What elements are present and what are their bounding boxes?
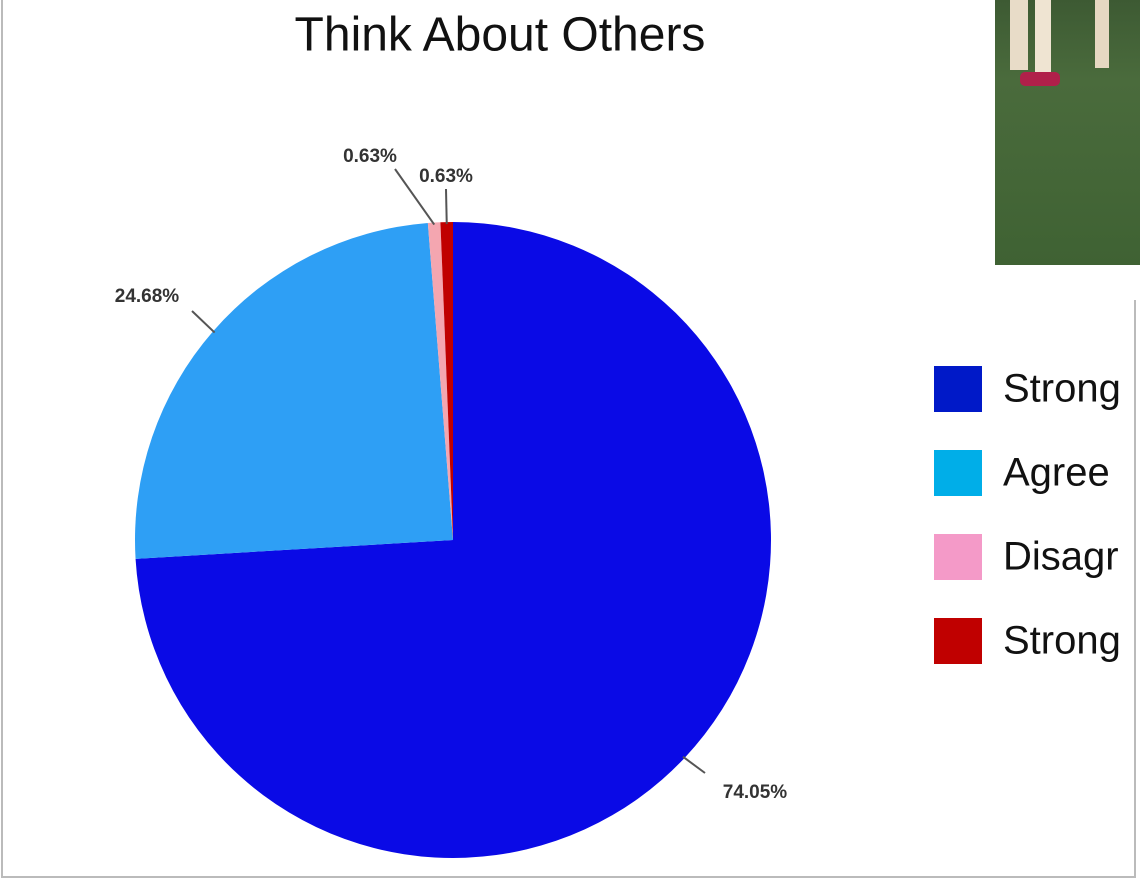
chart-title: Think About Others	[295, 9, 706, 62]
photo-leg	[1095, 0, 1109, 68]
leader-line	[445, 188, 448, 225]
legend-swatch	[934, 534, 982, 580]
legend-label: Strong	[1003, 367, 1121, 411]
pie-slice	[440, 222, 453, 540]
value-label: 74.05%	[723, 782, 788, 803]
photo	[995, 0, 1140, 265]
leader-line	[394, 168, 436, 226]
pie-slice	[135, 222, 453, 559]
legend-label: Agree	[1003, 451, 1110, 495]
photo-leg	[1035, 0, 1051, 72]
leader-line	[191, 310, 216, 334]
photo-shoe	[1020, 72, 1060, 86]
pie-slice	[135, 222, 771, 858]
value-label: 0.63%	[419, 166, 473, 187]
pie: 74.05% 24.68% 0.63% 0.63%	[115, 146, 788, 858]
legend-swatch	[934, 366, 982, 412]
legend: Strong Agree Disagr Strong	[934, 366, 1121, 664]
legend-swatch	[934, 450, 982, 496]
legend-label: Disagr	[1003, 535, 1119, 579]
leader-line	[682, 755, 706, 774]
value-label: 0.63%	[343, 146, 397, 167]
pie-slice	[427, 222, 453, 541]
legend-swatch	[934, 618, 982, 664]
photo-leg	[1010, 0, 1028, 70]
legend-label: Strong	[1003, 619, 1121, 663]
value-label: 24.68%	[115, 286, 180, 307]
